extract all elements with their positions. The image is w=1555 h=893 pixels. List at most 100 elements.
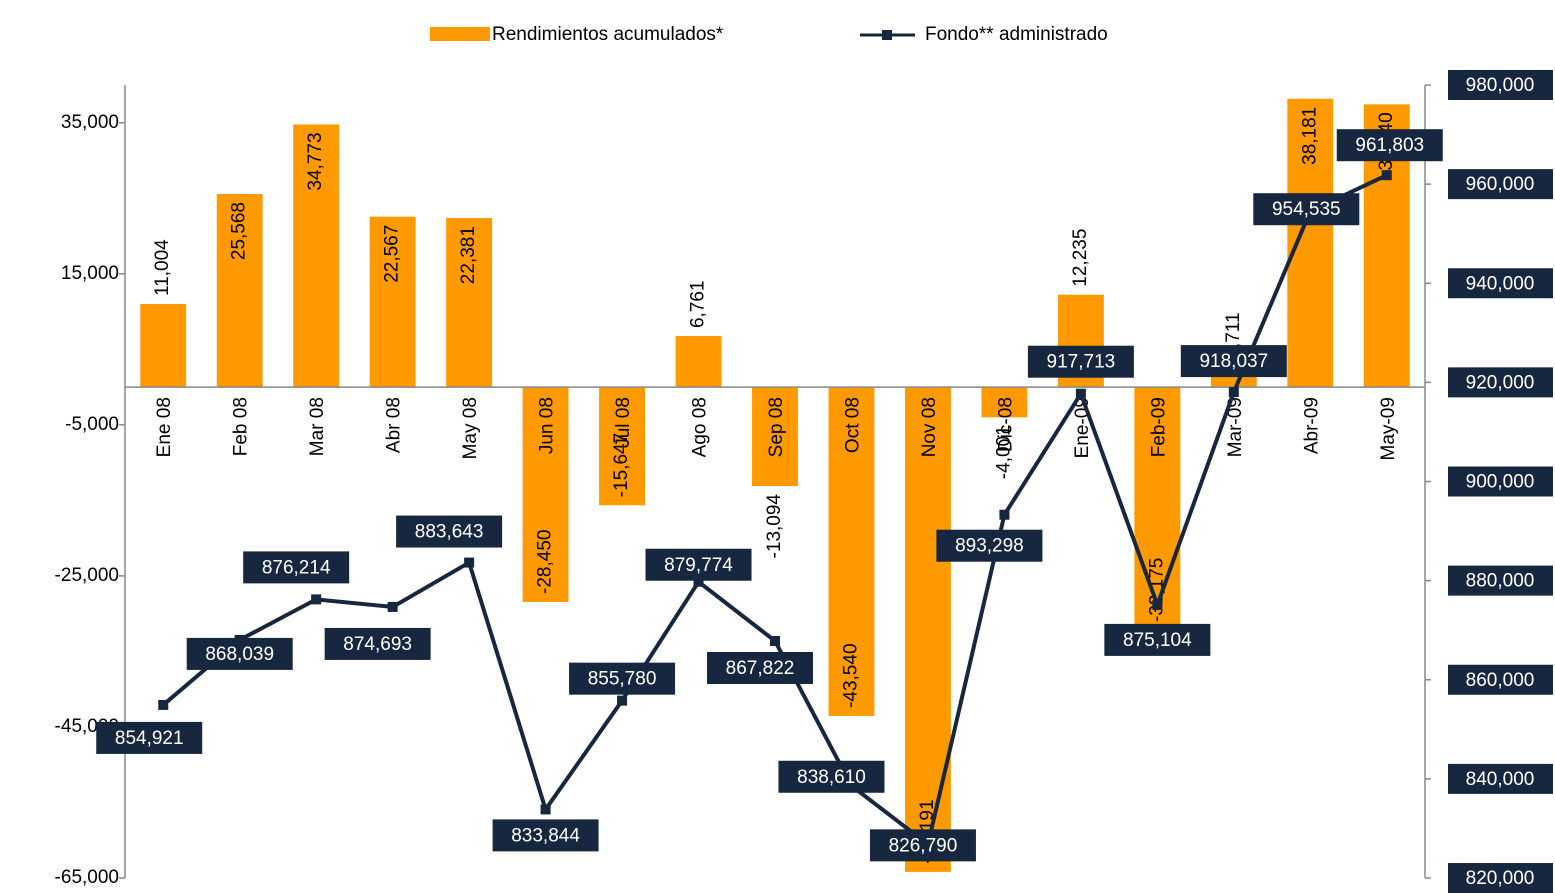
legend-swatch xyxy=(430,27,490,41)
line-value-label: 868,039 xyxy=(205,644,274,665)
x-tick-label: Feb 08 xyxy=(231,397,252,456)
line-value-label: 961,803 xyxy=(1355,135,1424,156)
line-marker xyxy=(387,601,398,612)
y2-tick-label: 940,000 xyxy=(1466,273,1535,294)
bar-value-label: 34,773 xyxy=(305,132,326,190)
x-tick-label: Oct 08 xyxy=(842,397,863,453)
line-value-label: 833,844 xyxy=(511,825,580,846)
line-value-label: 879,774 xyxy=(664,555,733,576)
bar xyxy=(1134,387,1181,631)
bar-value-label: 25,568 xyxy=(229,202,250,260)
bar xyxy=(905,387,951,872)
y2-tick-box xyxy=(1448,863,1553,893)
legend-label: Rendimientos acumulados* xyxy=(492,24,724,45)
x-tick-label: Jul 08 xyxy=(613,397,634,448)
line-label-box xyxy=(324,627,431,660)
x-tick-label: Ene 08 xyxy=(154,397,175,457)
y-tick-label: 35,000 xyxy=(61,112,119,133)
line-value-label: 826,790 xyxy=(889,835,958,856)
line-label-box xyxy=(778,760,885,793)
bar-value-label: 12,235 xyxy=(1070,229,1091,287)
line-label-box xyxy=(1253,193,1360,226)
y2-tick-label: 880,000 xyxy=(1466,571,1535,592)
line-value-label: 855,780 xyxy=(588,669,657,690)
line-marker xyxy=(1228,387,1239,398)
bar-value-label: -4,001 xyxy=(993,425,1014,479)
line-label-box xyxy=(1027,345,1134,378)
line-label-box xyxy=(1336,129,1443,162)
line-value-label: 893,298 xyxy=(955,536,1024,557)
line-value-label: 876,214 xyxy=(262,557,331,578)
bar xyxy=(140,303,187,388)
y2-tick-box xyxy=(1448,268,1553,299)
x-tick-label: Abr-09 xyxy=(1301,397,1322,454)
bar xyxy=(293,124,340,388)
bar xyxy=(216,193,263,388)
line-marker xyxy=(464,557,475,568)
line-marker xyxy=(1075,388,1086,399)
line-value-label: 917,713 xyxy=(1047,352,1116,373)
y2-tick-label: 820,000 xyxy=(1466,868,1535,889)
bar-value-label: 6,761 xyxy=(688,280,709,328)
y2-tick-box xyxy=(1448,763,1553,794)
x-tick-label: Mar 08 xyxy=(307,397,328,456)
x-tick-label: Abr 08 xyxy=(384,397,405,453)
y-tick-label: 15,000 xyxy=(61,263,119,284)
bar xyxy=(369,216,416,388)
line-marker xyxy=(999,509,1010,520)
bar-value-label: -28,450 xyxy=(535,530,556,594)
x-tick-label: May 08 xyxy=(460,397,481,459)
line-marker xyxy=(311,594,322,605)
y2-tick-box xyxy=(1448,70,1553,100)
line-label-box xyxy=(569,662,676,695)
line-label-box xyxy=(707,651,813,684)
line-marker xyxy=(770,635,780,646)
x-tick-label: Ago 08 xyxy=(690,397,711,457)
legend-label: Fondo** administrado xyxy=(925,24,1108,45)
y2-tick-box xyxy=(1448,664,1553,695)
line-label-box xyxy=(645,548,752,581)
line-value-label: 838,610 xyxy=(797,767,866,788)
line-label-box xyxy=(1104,623,1211,656)
line-marker xyxy=(617,695,628,706)
y-tick-label: -5,000 xyxy=(65,414,119,435)
y2-tick-box xyxy=(1448,466,1553,497)
y2-tick-box xyxy=(1448,565,1553,596)
x-tick-label: Feb-09 xyxy=(1148,397,1169,457)
line-label-box xyxy=(869,829,976,862)
line-value-label: 874,693 xyxy=(343,634,412,655)
bar-value-label: 22,381 xyxy=(458,226,479,284)
line-marker xyxy=(693,576,704,587)
line-value-label: 918,037 xyxy=(1199,351,1268,372)
x-tick-label: Mar-09 xyxy=(1225,397,1246,457)
y2-tick-box xyxy=(1448,169,1553,200)
bar xyxy=(675,336,722,388)
line-label-box xyxy=(96,721,203,754)
x-tick-label: Sep 08 xyxy=(766,397,787,457)
y2-tick-label: 980,000 xyxy=(1466,75,1535,96)
y-tick-label: -25,000 xyxy=(55,565,119,586)
bar-value-label: -15,647 xyxy=(611,433,632,497)
bar xyxy=(828,387,875,716)
bar xyxy=(599,387,645,506)
line-label-box xyxy=(186,637,293,670)
line-label-box xyxy=(243,551,350,584)
bar xyxy=(446,218,493,388)
y2-tick-box xyxy=(1448,367,1553,398)
bar-value-label: -43,540 xyxy=(840,643,861,707)
line-marker xyxy=(158,699,169,710)
y2-tick-label: 860,000 xyxy=(1466,670,1535,691)
x-tick-label: May-09 xyxy=(1378,397,1399,460)
bar-value-label: 38,181 xyxy=(1299,107,1320,165)
bar-value-label: -13,094 xyxy=(764,494,785,559)
line-label-box xyxy=(936,529,1043,562)
x-tick-label: Nov 08 xyxy=(919,397,940,457)
line-marker xyxy=(1152,599,1163,610)
y2-tick-label: 900,000 xyxy=(1466,472,1535,493)
legend-marker xyxy=(882,30,892,40)
line-marker xyxy=(540,804,551,815)
line-value-label: 883,643 xyxy=(415,522,484,543)
bar-value-label: 11,004 xyxy=(152,239,173,296)
line-marker xyxy=(1381,170,1392,181)
